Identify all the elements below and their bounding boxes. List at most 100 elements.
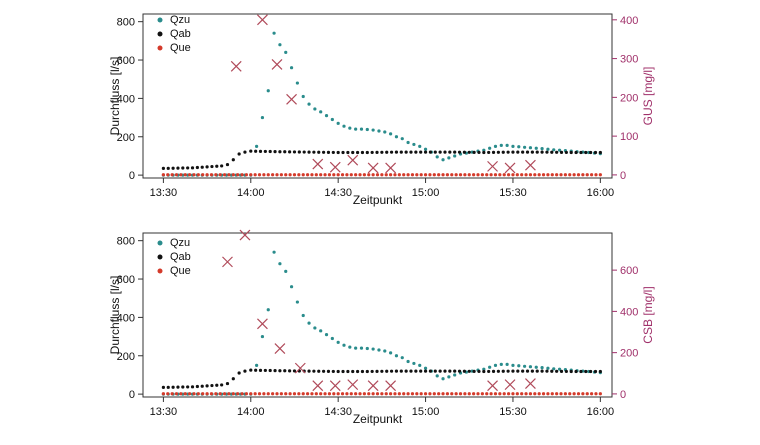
que-point bbox=[563, 173, 567, 177]
qab-point bbox=[297, 150, 301, 154]
qab-point bbox=[433, 150, 437, 154]
que-point bbox=[222, 392, 227, 396]
qzu-point bbox=[289, 66, 294, 70]
qab-point bbox=[491, 150, 496, 154]
qzu-point bbox=[435, 155, 439, 159]
que-point bbox=[406, 392, 410, 396]
que-point bbox=[598, 173, 602, 177]
concentration-marker bbox=[286, 93, 297, 105]
que-point bbox=[537, 392, 541, 396]
que-point bbox=[275, 392, 279, 396]
qab-point bbox=[258, 368, 263, 372]
que-point bbox=[415, 173, 419, 177]
que-point bbox=[454, 173, 458, 177]
qab-point bbox=[263, 149, 267, 154]
qab-point bbox=[487, 150, 491, 155]
que-point bbox=[214, 173, 218, 177]
qab-point bbox=[336, 369, 340, 374]
qab-point bbox=[545, 150, 549, 154]
que-point bbox=[581, 392, 585, 396]
qab-point bbox=[506, 150, 510, 154]
que-point bbox=[249, 173, 253, 177]
x-axis-title: Zeitpunkt bbox=[353, 412, 403, 426]
qab-point bbox=[443, 369, 447, 373]
que-point bbox=[467, 392, 471, 396]
qab-point bbox=[389, 150, 394, 154]
qab-point bbox=[589, 369, 593, 374]
qab-point bbox=[365, 150, 369, 155]
y-tick-label: 400 bbox=[117, 93, 135, 105]
que-point bbox=[463, 392, 467, 396]
que-point bbox=[257, 392, 262, 396]
qab-point bbox=[273, 150, 277, 154]
que-point bbox=[375, 173, 380, 177]
qab-point bbox=[482, 150, 486, 155]
qzu-point bbox=[482, 367, 486, 371]
qzu-point bbox=[394, 354, 399, 358]
que-point bbox=[380, 392, 384, 396]
x-tick-label: 14:30 bbox=[324, 187, 352, 199]
qab-point bbox=[375, 369, 379, 373]
qab-point bbox=[243, 369, 247, 373]
qab-point bbox=[496, 369, 500, 373]
qab-point bbox=[438, 369, 442, 373]
qzu-point bbox=[412, 361, 416, 366]
qab-point bbox=[341, 150, 345, 155]
que-point bbox=[541, 173, 546, 177]
qzu-point bbox=[289, 285, 294, 289]
qab-point bbox=[302, 150, 306, 154]
que-point bbox=[345, 173, 349, 177]
que-point bbox=[332, 173, 336, 177]
que-point bbox=[541, 392, 546, 396]
qab-point bbox=[186, 385, 190, 389]
qab-point bbox=[501, 150, 505, 154]
que-point bbox=[297, 392, 301, 396]
concentration-marker bbox=[329, 161, 341, 173]
que-point bbox=[598, 392, 602, 396]
qab-point bbox=[550, 369, 554, 373]
qab-point bbox=[414, 369, 418, 373]
qab-point bbox=[477, 150, 481, 155]
qab-point bbox=[380, 150, 384, 154]
concentration-marker bbox=[367, 162, 379, 174]
que-point bbox=[511, 173, 515, 177]
qab-point bbox=[220, 164, 224, 168]
qzu-point bbox=[418, 363, 422, 367]
que-point bbox=[550, 173, 554, 177]
qzu-point bbox=[406, 140, 410, 145]
que-point bbox=[476, 392, 480, 396]
qzu-point bbox=[342, 124, 346, 128]
qab-point bbox=[598, 150, 602, 155]
qab-point bbox=[399, 150, 403, 154]
que-point bbox=[555, 173, 559, 177]
que-point bbox=[515, 392, 519, 396]
qab-point bbox=[380, 369, 384, 373]
qab-point bbox=[288, 369, 292, 373]
que-point bbox=[297, 173, 301, 177]
que-point bbox=[406, 173, 410, 177]
qzu-point bbox=[255, 363, 259, 367]
qzu-point bbox=[313, 326, 317, 330]
qab-point bbox=[278, 369, 282, 373]
qzu-point bbox=[278, 262, 282, 266]
que-point bbox=[310, 392, 314, 396]
legend-label-qzu: Qzu bbox=[170, 237, 190, 249]
qzu-point bbox=[540, 366, 544, 370]
que-point bbox=[568, 173, 572, 177]
que-point bbox=[397, 173, 401, 177]
que-point bbox=[489, 392, 493, 396]
qzu-point bbox=[499, 143, 503, 147]
qab-point bbox=[564, 369, 568, 374]
legend-marker-qab bbox=[157, 31, 163, 37]
que-point bbox=[345, 392, 349, 396]
que-point bbox=[445, 392, 450, 396]
concentration-marker bbox=[347, 154, 359, 166]
que-point bbox=[393, 173, 397, 177]
que-point bbox=[240, 173, 244, 177]
qab-point bbox=[555, 150, 559, 154]
qab-point bbox=[249, 368, 253, 372]
y2-tick-label: 600 bbox=[620, 265, 638, 277]
que-point bbox=[428, 392, 432, 396]
que-point bbox=[485, 173, 489, 177]
